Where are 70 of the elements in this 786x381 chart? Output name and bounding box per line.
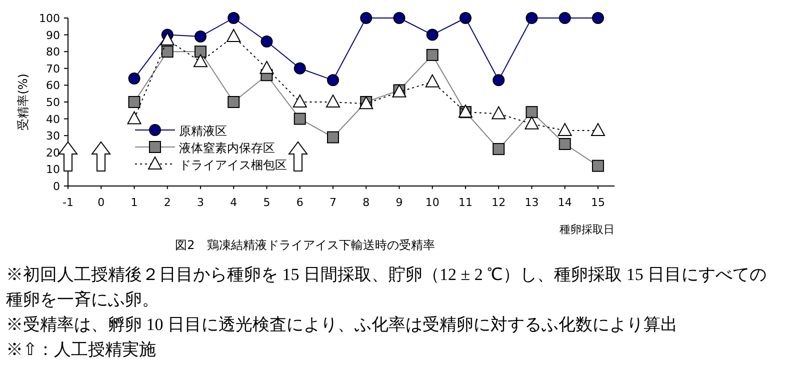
text: 図2 鶏凍結精液ドライアイス下輸送時の受精率 (175, 238, 435, 252)
x-tick-label: 1 (130, 196, 138, 209)
y-tick-label: 60 (46, 79, 60, 92)
point (327, 74, 339, 86)
x-tick-label: 4 (230, 196, 238, 209)
y-tick-label: 20 (46, 146, 60, 160)
point (128, 96, 140, 108)
x-tick-label: 7 (330, 196, 336, 209)
point (558, 12, 571, 24)
x-tick-label: 8 (362, 196, 370, 209)
text: ※初回人工授精後２日目から種卵を 15 日間採取、貯卵（12 ± 2 ℃）し、種卵採取 15 日目にすべての種卵を一斉にふ卵。 (6, 264, 768, 311)
point (393, 12, 406, 24)
x-tick-label: -1 (62, 196, 74, 209)
x-axis-title: 種卵採取日 (560, 223, 615, 236)
y-tick-label: 0 (53, 180, 60, 193)
point (558, 138, 571, 150)
y-tick-label: 10 (46, 163, 60, 176)
y-tick-label: 100 (39, 12, 60, 25)
point (592, 160, 604, 172)
point (592, 12, 604, 24)
point (260, 36, 273, 48)
point (360, 12, 372, 24)
x-tick-label: 13 (524, 196, 539, 209)
y-tick-label: 50 (46, 96, 60, 109)
point (194, 30, 206, 42)
x-tick-label: 0 (98, 196, 105, 209)
x-tick-label: 10 (425, 196, 440, 209)
point (294, 112, 306, 125)
point (160, 32, 174, 46)
legend-label: 液体窒素内保存区 (179, 141, 275, 155)
point (194, 46, 206, 58)
y-tick-label: 70 (46, 62, 60, 76)
x-tick-label: 2 (164, 196, 171, 209)
point (260, 60, 274, 74)
point (228, 96, 240, 108)
point (492, 143, 505, 156)
x-tick-label: 11 (458, 196, 472, 209)
x-tick-label: 6 (296, 196, 304, 209)
point (526, 106, 538, 118)
point (161, 46, 174, 58)
x-tick-label: 15 (591, 196, 605, 209)
y-tick-label: 30 (46, 130, 60, 143)
point (294, 62, 306, 74)
legend-label: ドライアイス梱包区 (179, 158, 287, 172)
y-tick-label: 90 (46, 28, 60, 42)
text: ※⇧：人工授精実施 (6, 339, 157, 361)
point (127, 111, 142, 124)
point (194, 54, 208, 68)
point (492, 74, 505, 86)
point (526, 12, 538, 24)
x-tick-label: 12 (492, 196, 506, 209)
point (425, 74, 440, 88)
x-tick-label: 5 (263, 196, 270, 209)
y-axis-title: 受精率(%) (16, 74, 30, 130)
point (524, 116, 539, 130)
point (226, 28, 241, 42)
point (128, 72, 140, 84)
x-tick-label: 3 (197, 196, 204, 209)
point (426, 48, 438, 61)
point (228, 12, 240, 24)
point (460, 12, 472, 24)
x-tick-label: 9 (396, 196, 403, 209)
text: ※受精率は、孵卵 10 日目に透光検査により、ふ化率は受精卵に対するふ化数により算出 (6, 314, 678, 336)
point (327, 131, 339, 144)
point (426, 28, 438, 41)
legend-label: 原精液区 (179, 124, 227, 138)
point (492, 106, 506, 120)
y-tick-label: 40 (46, 112, 60, 126)
y-tick-label: 80 (46, 46, 60, 59)
x-tick-label: 14 (558, 196, 572, 209)
